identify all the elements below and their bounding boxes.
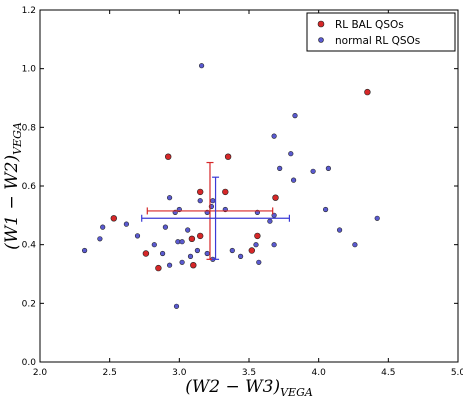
x-axis-label: (W2 − W3)VEGA: [185, 377, 313, 399]
normal-qso-point: [187, 253, 194, 259]
normal-qso-point: [173, 303, 180, 309]
legend-marker: [318, 37, 324, 43]
y-tick-label: 0.4: [22, 241, 37, 251]
axis-ticks: 2.0 2.5 3.0 3.5 4.0 4.5 5.0 0.0 0.2 0.4 0.6 0.8 1.0 1…: [22, 6, 463, 378]
normal-qso-point: [253, 242, 259, 248]
legend-label: normal RL QSOs: [335, 35, 420, 47]
y-axis-label-main: (W1 − W2): [2, 155, 22, 250]
normal-qso-point: [323, 206, 329, 213]
normal-qso-point: [267, 218, 273, 224]
y-tick-label: 0.2: [22, 299, 36, 309]
y-tick-label: 0.8: [22, 123, 37, 133]
normal-qso-point: [179, 259, 185, 265]
y-tick-label: 0.6: [22, 182, 37, 192]
normal-qso-point: [271, 133, 277, 139]
normal-qso-point: [160, 250, 166, 257]
normal-qso-point: [288, 151, 294, 157]
bal-qso-point: [110, 215, 118, 222]
bal-qso-point: [188, 235, 196, 243]
bal-qso-point: [165, 153, 172, 160]
y-tick-label: 0.0: [22, 358, 37, 368]
normal-qso-point: [194, 247, 200, 254]
normal-error-bar: [141, 176, 291, 260]
normal-qso-point: [167, 195, 173, 201]
y-axis-label-sub: VEGA: [11, 122, 24, 155]
normal-qso-point: [162, 224, 168, 230]
normal-qso-point: [291, 177, 297, 183]
normal-qso-point: [199, 63, 205, 69]
bal-qso-point: [190, 262, 197, 269]
x-axis-label-main: (W2 − W3): [185, 377, 280, 397]
bal-qso-point: [254, 232, 261, 240]
normal-qso-point: [179, 239, 185, 245]
bal-qso-point: [272, 194, 279, 201]
normal-qso-point: [210, 198, 216, 204]
normal-qso-point: [352, 242, 358, 248]
legend-marker: [317, 20, 325, 28]
normal-qso-point: [325, 165, 332, 171]
normal-qso-point: [277, 165, 283, 171]
normal-qso-point: [151, 242, 157, 248]
x-tick-label: 4.0: [312, 368, 327, 378]
x-tick-label: 5.0: [451, 368, 463, 378]
data-marks: [81, 63, 380, 309]
x-tick-label: 3.5: [242, 368, 256, 378]
normal-qso-point: [81, 247, 88, 254]
normal-qso-point: [100, 224, 106, 230]
bal-qso-point: [222, 188, 229, 196]
normal-qso-point: [310, 168, 316, 174]
normal-qso-point: [204, 250, 210, 257]
normal-qso-point: [238, 253, 244, 259]
normal-qso-point: [97, 236, 103, 242]
normal-qso-point: [256, 259, 262, 265]
normal-qso-point: [167, 262, 173, 268]
bal-qso-point: [197, 188, 204, 196]
normal-qso-point: [185, 227, 191, 233]
y-tick-label: 1.2: [22, 6, 36, 16]
bal-qso-point: [197, 232, 204, 240]
y-axis-label: (W1 − W2)VEGA: [2, 122, 24, 250]
normal-qso-point: [292, 112, 298, 119]
x-tick-label: 2.5: [103, 368, 117, 378]
plot-frame: [39, 9, 459, 363]
legend: RL BAL QSOs normal RL QSOs: [306, 12, 456, 52]
bal-qso-point: [364, 88, 371, 96]
bal-qso-point: [142, 250, 150, 257]
x-tick-label: 3.0: [172, 368, 187, 378]
legend-box: [306, 12, 456, 52]
bal-qso-point: [224, 153, 232, 160]
legend-label: RL BAL QSOs: [335, 19, 404, 31]
normal-qso-point: [123, 221, 129, 227]
bal-qso-point: [248, 247, 256, 254]
normal-qso-point: [337, 227, 343, 233]
bal-error-bar: [146, 161, 274, 260]
y-tick-label: 1.0: [22, 65, 37, 75]
normal-qso-point: [271, 242, 277, 248]
normal-qso-point: [134, 233, 141, 239]
normal-qso-point: [229, 247, 235, 254]
normal-qso-point: [374, 215, 380, 221]
x-axis-label-sub: VEGA: [280, 386, 313, 399]
x-tick-label: 2.0: [33, 368, 48, 378]
normal-qso-point: [197, 198, 203, 204]
bal-qso-point: [155, 264, 162, 272]
x-tick-label: 4.5: [381, 368, 395, 378]
